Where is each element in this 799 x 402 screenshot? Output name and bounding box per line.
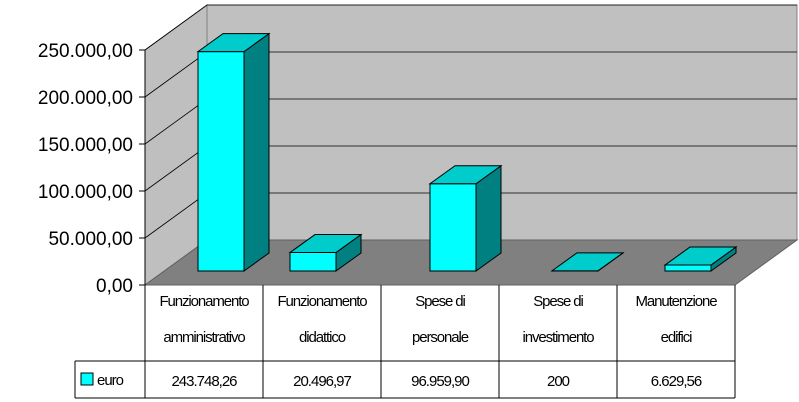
bar-front-face [289, 252, 337, 272]
y-tick-label: 200.000,00 [38, 88, 133, 109]
bar-side-face [243, 32, 270, 272]
bar-top-face [288, 234, 363, 254]
y-axis: 0,00 50.000,00 100.000,00 150.000,00 200.000… [38, 41, 146, 297]
x-category-label-line: edifici [661, 329, 692, 346]
bar-top-face [663, 246, 738, 266]
bar-front-face [429, 183, 477, 272]
y-tick-label: 100.000,00 [38, 182, 133, 203]
data-table-value: 243.748,26 [171, 373, 237, 390]
bar-top-face [550, 252, 625, 272]
x-category-label-line: Funzionamento [277, 293, 367, 310]
data-table-value: 200 [547, 373, 570, 390]
bar-top-face [196, 33, 271, 53]
x-category-label-line: personale [412, 329, 469, 346]
bar [428, 164, 503, 272]
x-category-label: Funzionamento didattico [277, 293, 367, 346]
bar [196, 32, 271, 272]
x-category-label-line: Spese di [415, 293, 465, 310]
data-table-value: 6.629,56 [651, 373, 702, 390]
x-category-label-line: didattico [299, 329, 346, 346]
legend-swatch [80, 372, 94, 386]
bar-front-face [197, 51, 245, 272]
y-tick-label: 250.000,00 [38, 41, 133, 62]
data-table-value: 96.959,90 [411, 373, 469, 390]
x-category-label: Funzionamento amministrativo [159, 293, 249, 346]
bar [288, 233, 363, 272]
bar-front-face [664, 264, 712, 272]
data-table: Funzionamento amministrativoFunzionamento… [74, 285, 736, 399]
y-tick-label: 150.000,00 [38, 135, 133, 156]
y-tick-label: 50.000,00 [48, 229, 133, 250]
gridline [144, 4, 797, 51]
x-category-label-line: investimento [522, 329, 594, 346]
bar-top-face [428, 165, 503, 185]
x-category-label-line: Spese di [533, 293, 583, 310]
x-category-label: Spese di personale [412, 293, 469, 346]
x-category-label: Spese di investimento [522, 293, 594, 346]
bar [550, 251, 625, 272]
x-category-label: Manutenzione edifici [635, 293, 717, 346]
data-table-value: 20.496,97 [293, 373, 351, 390]
bar [663, 246, 738, 272]
x-category-label-line: amministrativo [163, 329, 245, 346]
x-category-label-line: Funzionamento [159, 293, 249, 310]
bars [196, 32, 738, 272]
y-tick-label: 0,00 [96, 276, 133, 297]
back-wall [206, 4, 798, 241]
legend-series-name: euro [97, 372, 124, 389]
x-category-label-line: Manutenzione [635, 293, 717, 310]
